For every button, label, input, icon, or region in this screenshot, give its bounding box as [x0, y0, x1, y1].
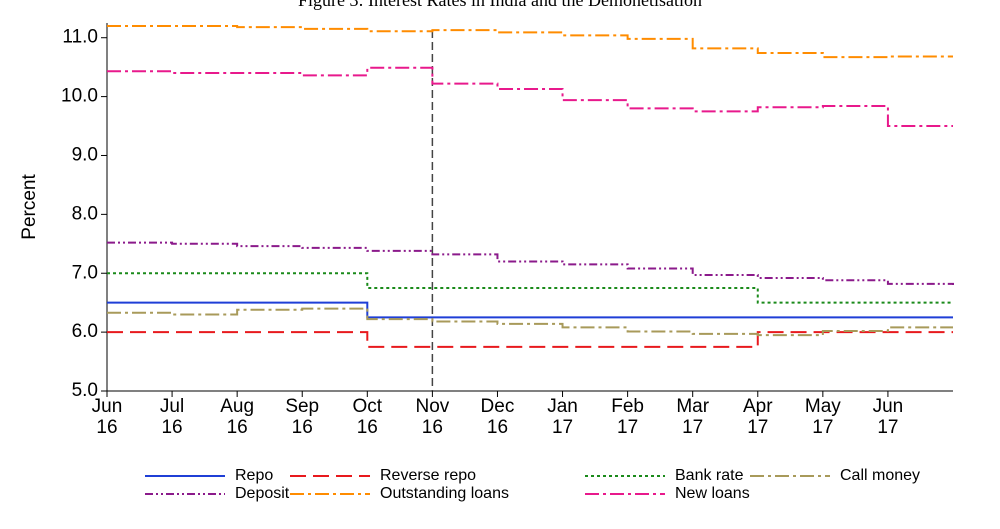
legend-label: Call money [840, 467, 920, 484]
x-tick-label: Sep 16 [285, 396, 320, 438]
x-tick-label: Aug 16 [220, 396, 255, 438]
y-tick-label: 5.0 [72, 380, 98, 401]
x-tick-label: Mar 17 [676, 396, 710, 438]
x-tick-label: Feb 17 [611, 396, 644, 438]
y-tick-label: 11.0 [62, 27, 98, 48]
x-tick-label: Jan 17 [547, 396, 578, 438]
series-line [107, 66, 953, 128]
legend-label: Bank rate [675, 467, 744, 484]
series-line [107, 24, 953, 59]
chart-title: Figure 3: Interest Rates in India and th… [298, 0, 702, 10]
y-tick-label: 7.0 [72, 262, 98, 283]
x-tick-label: Apr 17 [742, 396, 773, 438]
y-axis-label: Percent [19, 174, 40, 240]
series-line [107, 272, 953, 304]
legend-label: New loans [675, 485, 750, 502]
legend-label: Reverse repo [380, 467, 476, 484]
x-tick-label: Nov 16 [415, 396, 450, 438]
series-line [107, 307, 953, 337]
x-tick-label: Jun 17 [872, 396, 904, 438]
x-tick-label: May 17 [804, 396, 841, 438]
y-tick-label: 9.0 [72, 144, 98, 165]
legend-label: Deposit [235, 485, 290, 502]
legend-label: Repo [235, 467, 273, 484]
x-tick-label: Dec 16 [480, 396, 515, 438]
x-tick-label: Oct 16 [352, 396, 383, 438]
y-tick-label: 10.0 [61, 86, 98, 107]
series-line [107, 241, 954, 286]
y-tick-label: 8.0 [72, 203, 98, 224]
legend-label: Outstanding loans [380, 485, 509, 502]
series-line [107, 301, 953, 319]
x-tick-label: Jun 16 [91, 396, 123, 438]
series-line [107, 331, 953, 348]
y-tick-label: 6.0 [72, 321, 98, 342]
x-tick-label: Jul 16 [159, 396, 185, 438]
